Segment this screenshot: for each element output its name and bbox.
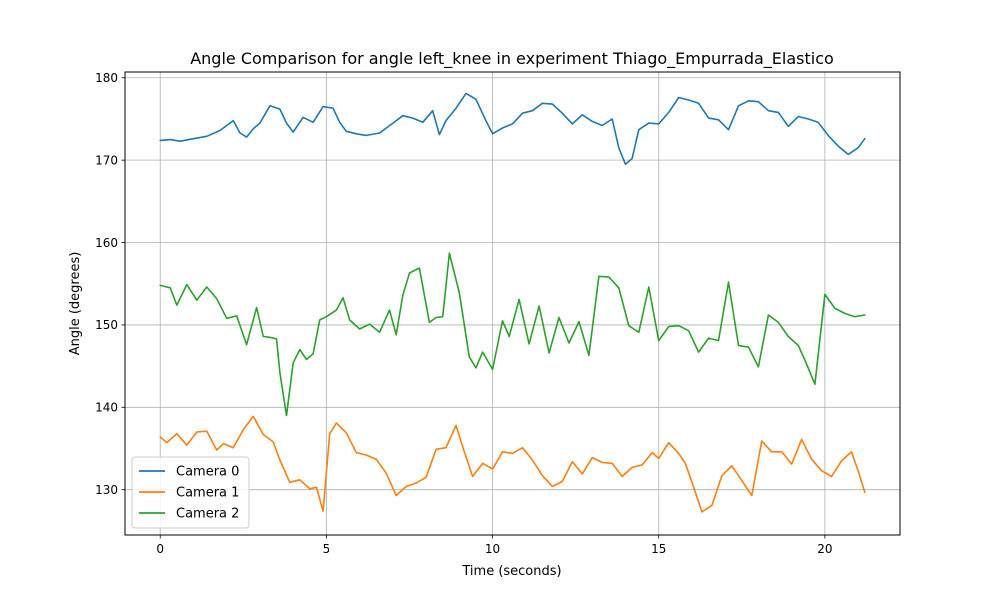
- legend-label: Camera 2: [176, 507, 239, 522]
- series-line-camera-2: [159, 252, 866, 417]
- series-line-camera-0: [159, 92, 866, 166]
- chart-title: Angle Comparison for angle left_knee in …: [190, 49, 834, 69]
- legend-label: Camera 1: [176, 486, 239, 501]
- series-lines: [159, 92, 866, 513]
- y-tick-label: 150: [95, 318, 118, 332]
- legend-label: Camera 0: [176, 465, 239, 480]
- y-axis: 130 140 150 160 170 180: [95, 71, 125, 497]
- y-tick-label: 160: [95, 236, 118, 250]
- x-tick-label: 20: [817, 542, 832, 556]
- y-tick-label: 170: [95, 153, 118, 167]
- x-tick-label: 15: [651, 542, 666, 556]
- y-tick-label: 140: [95, 401, 118, 415]
- legend-box: [131, 456, 250, 529]
- grid: [125, 72, 900, 535]
- x-tick-label: 0: [156, 542, 164, 556]
- y-tick-label: 180: [95, 71, 118, 85]
- y-axis-label: Angle (degrees): [68, 252, 83, 356]
- legend: Camera 0 Camera 1 Camera 2: [131, 456, 250, 529]
- x-tick-label: 10: [485, 542, 500, 556]
- x-axis-label: Time (seconds): [461, 564, 561, 579]
- plot-frame: [124, 71, 901, 536]
- series-line-camera-1: [159, 415, 866, 513]
- x-tick-label: 5: [323, 542, 331, 556]
- y-tick-label: 130: [95, 483, 118, 497]
- x-axis: 0 5 10 15 20: [156, 535, 833, 556]
